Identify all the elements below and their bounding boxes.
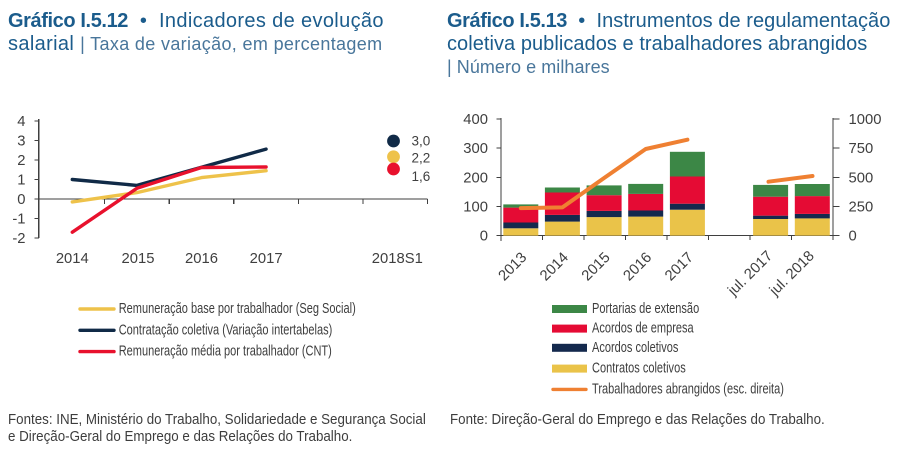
svg-text:2: 2 [17,153,25,169]
svg-text:-1: -1 [12,211,25,227]
svg-text:0: 0 [17,192,25,208]
svg-text:2,2: 2,2 [412,150,431,165]
svg-text:3,0: 3,0 [412,133,431,148]
svg-text:Acordos coletivos: Acordos coletivos [592,338,679,355]
svg-text:-2: -2 [12,231,25,247]
svg-text:250: 250 [849,200,874,216]
svg-text:1: 1 [17,172,25,188]
svg-text:Trabalhadores abrangidos (esc.: Trabalhadores abrangidos (esc. direita) [592,380,784,397]
svg-text:2017: 2017 [662,250,697,285]
svg-text:2017: 2017 [250,251,283,267]
svg-text:Contratos coletivos: Contratos coletivos [592,359,686,376]
svg-text:jul. 2017: jul. 2017 [725,248,777,300]
svg-text:200: 200 [463,170,488,186]
svg-text:2016: 2016 [185,251,218,267]
svg-text:2013: 2013 [496,250,531,285]
svg-text:Remuneração média por trabalha: Remuneração média por trabalhador (CNT) [119,342,332,359]
svg-text:jul. 2018: jul. 2018 [766,248,818,300]
svg-text:Contratação coletiva (Variação: Contratação coletiva (Variação intertabe… [119,321,333,338]
svg-text:0: 0 [849,229,857,245]
svg-text:Acordos de empresa: Acordos de empresa [592,319,694,336]
svg-text:2015: 2015 [579,250,614,285]
svg-text:1000: 1000 [849,112,882,128]
svg-text:2018S1: 2018S1 [372,251,423,267]
svg-text:400: 400 [463,112,488,128]
svg-text:Remuneração base por trabalhad: Remuneração base por trabalhador (Seg So… [119,299,356,316]
svg-text:4: 4 [17,114,25,130]
svg-text:3: 3 [17,133,25,149]
svg-text:500: 500 [849,170,874,186]
svg-text:0: 0 [480,229,488,245]
svg-text:2016: 2016 [621,250,656,285]
svg-text:1,6: 1,6 [412,169,431,184]
svg-text:750: 750 [849,141,874,157]
svg-text:2014: 2014 [56,251,89,267]
svg-text:100: 100 [463,200,488,216]
svg-text:Portarias de extensão: Portarias de extensão [592,299,699,316]
svg-text:2015: 2015 [122,251,155,267]
svg-text:2014: 2014 [537,250,572,285]
svg-text:300: 300 [463,141,488,157]
